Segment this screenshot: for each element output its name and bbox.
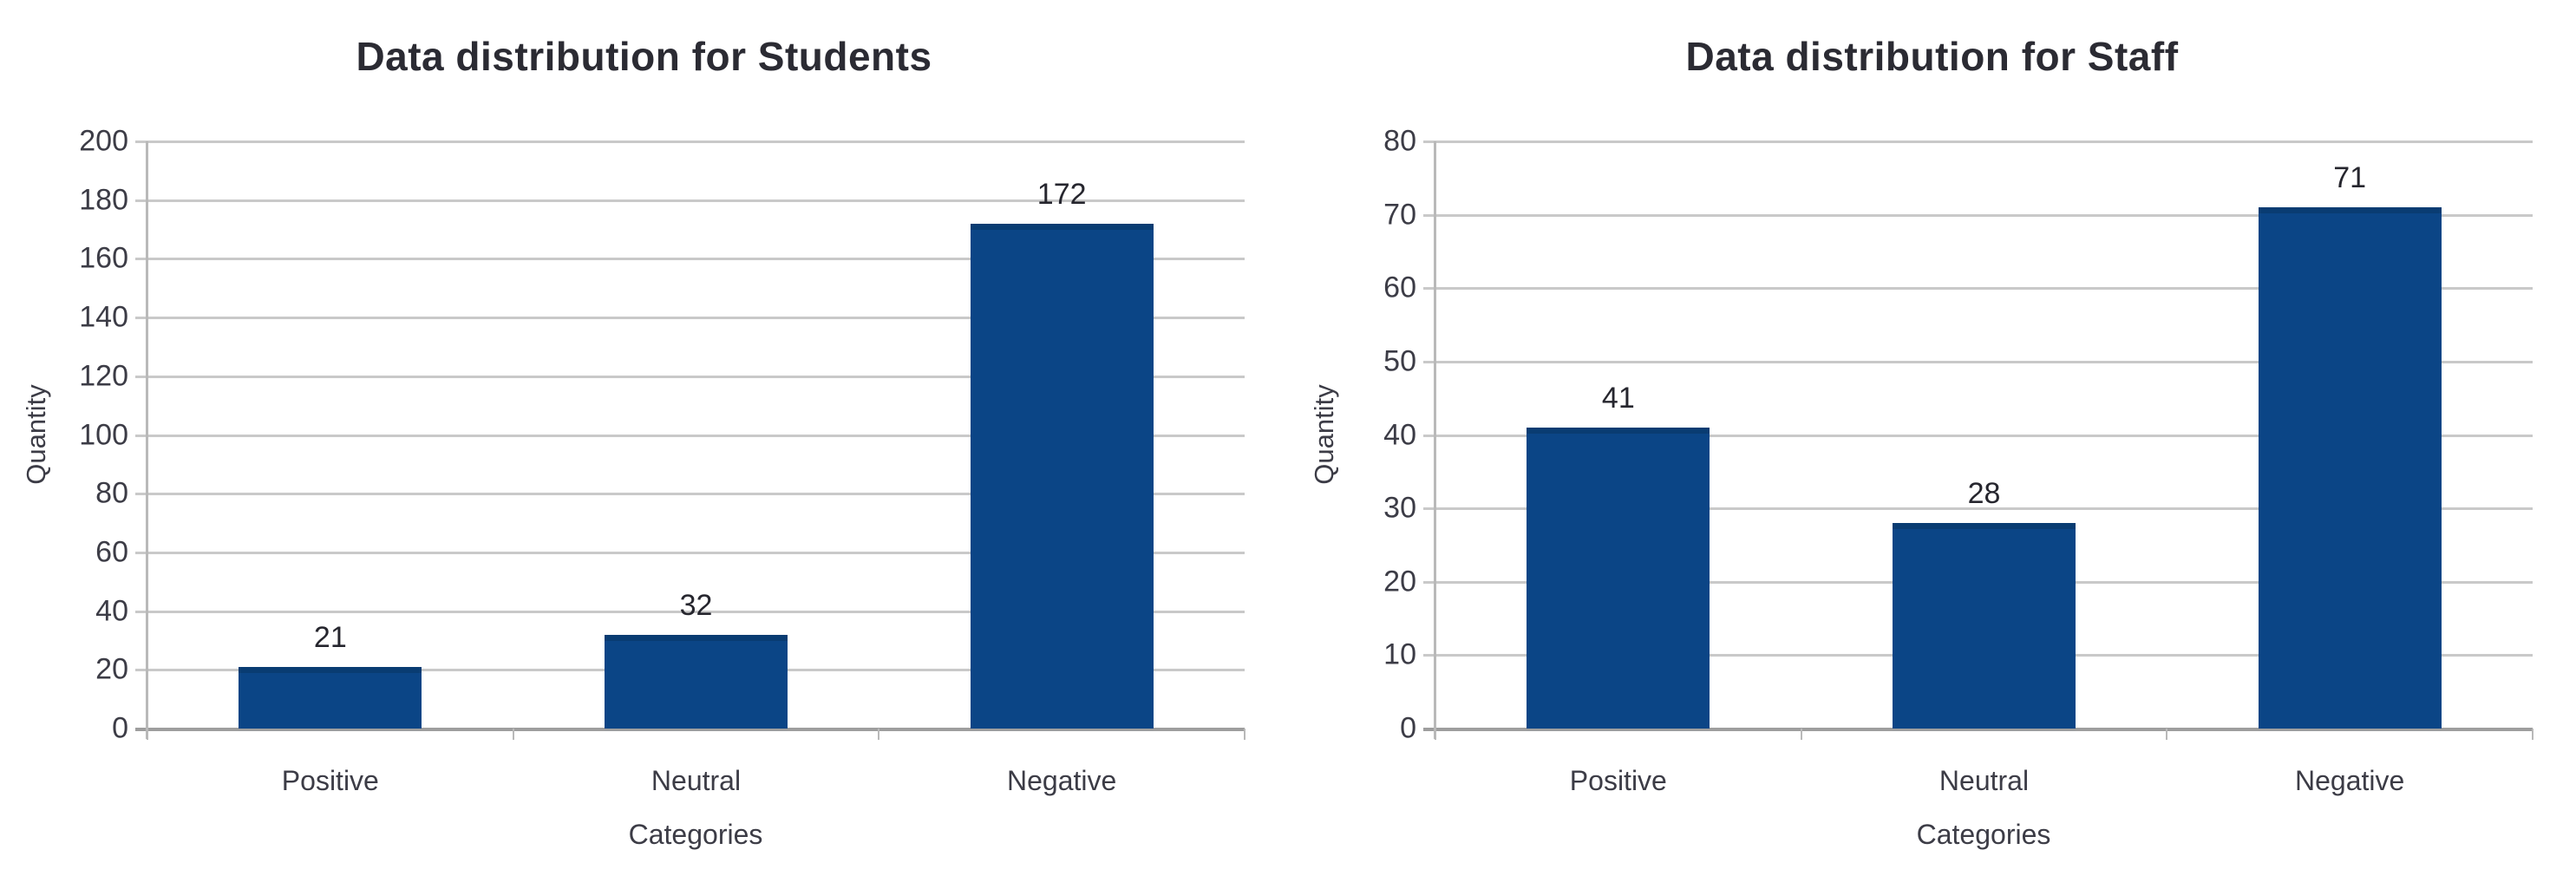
bar-value-label: 172 xyxy=(1036,177,1087,211)
x-tick-label-neutral: Neutral xyxy=(1939,765,2030,796)
bar-value-label: 41 xyxy=(1601,382,1635,415)
bar-negative xyxy=(970,223,1154,729)
gridline-y-60 xyxy=(1423,287,2533,291)
gridline-y-160 xyxy=(135,258,1245,261)
category-boundary-tick xyxy=(2166,729,2168,740)
y-tick-label-60: 60 xyxy=(1383,271,1416,304)
x-tick-label-negative: Negative xyxy=(1007,765,1117,796)
y-tick-label-160: 160 xyxy=(79,241,128,275)
category-boundary-tick xyxy=(1800,729,1802,740)
y-tick-label-20: 20 xyxy=(95,652,128,686)
category-boundary-tick xyxy=(2532,729,2534,740)
staff-chart: Data distribution for Staff Quantity 0 10… xyxy=(1288,0,2576,889)
gridline-y-70 xyxy=(1423,213,2533,217)
bar-value-label: 71 xyxy=(2333,161,2367,195)
gridline-y-0 xyxy=(1423,728,2533,731)
category-boundary-tick xyxy=(147,729,148,740)
gridline-y-140 xyxy=(135,317,1245,320)
gridline-y-0 xyxy=(135,728,1245,731)
gridline-y-40 xyxy=(135,610,1245,613)
gridline-y-40 xyxy=(1423,434,2533,437)
bar-value-label: 28 xyxy=(1967,477,2001,511)
x-tick-label-neutral: Neutral xyxy=(651,765,742,796)
gridline-y-60 xyxy=(135,551,1245,554)
staff-plot-area: 0 10 20 30 40 50 60 70 80 41 Positive 28 Neutral 71 Ne… xyxy=(1383,125,2534,796)
x-tick-label-negative: Negative xyxy=(2295,765,2405,796)
gridline-y-30 xyxy=(1423,507,2533,511)
y-tick-label-200: 200 xyxy=(79,124,128,158)
y-tick-label-180: 180 xyxy=(79,183,128,217)
students-chart-title: Data distribution for Students xyxy=(356,34,932,79)
y-tick-label-10: 10 xyxy=(1383,637,1416,671)
y-tick-label-80: 80 xyxy=(95,476,128,510)
bar-positive xyxy=(1527,428,1710,729)
y-axis-line xyxy=(1434,141,1436,739)
y-tick-label-40: 40 xyxy=(1383,418,1416,451)
bar-neutral xyxy=(1893,523,2076,729)
gridline-y-50 xyxy=(1423,360,2533,363)
y-tick-label-60: 60 xyxy=(95,535,128,569)
y-axis-line xyxy=(146,141,148,739)
x-tick-label-positive: Positive xyxy=(281,765,379,796)
gridline-y-200 xyxy=(135,141,1245,143)
bar-value-label: 32 xyxy=(679,588,713,622)
students-x-axis-title: Categories xyxy=(628,819,763,850)
gridline-y-180 xyxy=(135,199,1245,202)
bar-neutral xyxy=(605,634,788,729)
staff-y-axis-title: Quantity xyxy=(1309,384,1339,485)
bar-positive xyxy=(239,666,422,729)
y-tick-label-70: 70 xyxy=(1383,198,1416,232)
gridline-y-120 xyxy=(135,375,1245,378)
y-tick-label-100: 100 xyxy=(79,418,128,451)
category-boundary-tick xyxy=(512,729,514,740)
category-boundary-tick xyxy=(878,729,880,740)
staff-x-axis-title: Categories xyxy=(1916,819,2051,850)
category-boundary-tick xyxy=(1244,729,1246,740)
gridline-y-80 xyxy=(135,493,1245,496)
bar-negative xyxy=(2258,207,2442,729)
bar-value-label: 21 xyxy=(313,620,347,654)
y-tick-label-0: 0 xyxy=(112,711,128,745)
students-plot-area: 0 20 40 60 80 100 120 140 160 180 200 21 Positive 32 N… xyxy=(79,125,1246,796)
y-tick-label-140: 140 xyxy=(79,300,128,334)
x-tick-label-positive: Positive xyxy=(1569,765,1667,796)
students-chart: Data distribution for Students Quantity … xyxy=(21,34,1246,850)
category-boundary-tick xyxy=(1435,729,1436,740)
y-tick-label-40: 40 xyxy=(95,594,128,628)
y-tick-label-50: 50 xyxy=(1383,344,1416,378)
staff-chart-title: Data distribution for Staff xyxy=(1685,34,2179,79)
gridline-y-100 xyxy=(135,434,1245,437)
y-tick-label-0: 0 xyxy=(1400,711,1416,745)
y-tick-label-20: 20 xyxy=(1383,565,1416,598)
students-y-axis-title: Quantity xyxy=(21,384,51,485)
gridline-y-80 xyxy=(1423,141,2533,143)
y-tick-label-30: 30 xyxy=(1383,491,1416,525)
y-tick-label-120: 120 xyxy=(79,359,128,393)
y-tick-label-80: 80 xyxy=(1383,124,1416,158)
